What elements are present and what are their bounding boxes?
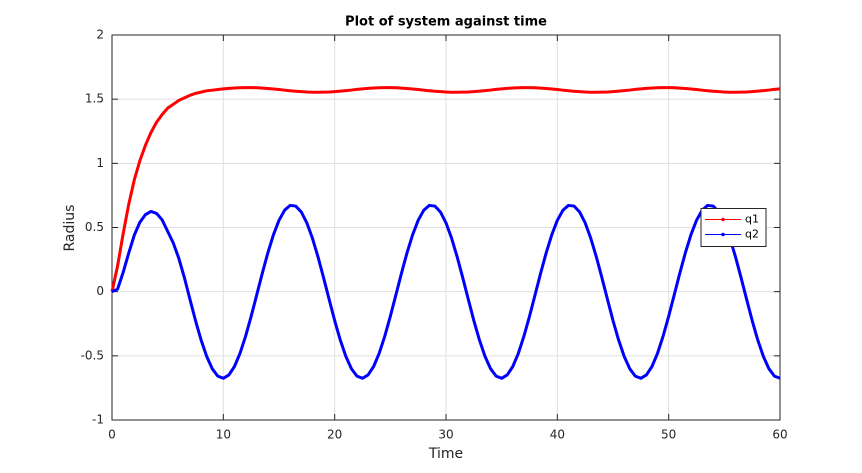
x-tick-label: 50 bbox=[661, 428, 676, 442]
x-tick-label: 60 bbox=[772, 428, 787, 442]
legend-marker bbox=[721, 232, 725, 237]
y-tick-label: 1 bbox=[96, 156, 104, 170]
legend-marker bbox=[721, 217, 725, 222]
y-tick-label: -0.5 bbox=[81, 348, 104, 362]
x-axis-label: Time bbox=[428, 446, 463, 462]
x-tick-label: 30 bbox=[438, 428, 453, 442]
x-tick-label: 10 bbox=[216, 428, 231, 442]
y-tick-label: 0 bbox=[96, 284, 104, 298]
y-tick-label: 1.5 bbox=[85, 92, 104, 106]
y-tick-label: -1 bbox=[92, 413, 104, 427]
y-tick-label: 2 bbox=[96, 28, 104, 42]
series-line bbox=[110, 86, 781, 292]
chart-title: Plot of system against time bbox=[345, 15, 547, 30]
plot-frame bbox=[111, 34, 781, 421]
x-tick-label: 40 bbox=[550, 428, 565, 442]
legend-label: q1 bbox=[745, 213, 759, 226]
y-tick-label: 0.5 bbox=[85, 220, 104, 234]
x-tick-label: 20 bbox=[327, 428, 342, 442]
x-tick-label: 0 bbox=[108, 428, 116, 442]
legend-label: q2 bbox=[745, 228, 759, 241]
legend-box bbox=[700, 208, 767, 247]
y-axis-label: Radius bbox=[62, 205, 78, 252]
series-line bbox=[111, 203, 781, 380]
